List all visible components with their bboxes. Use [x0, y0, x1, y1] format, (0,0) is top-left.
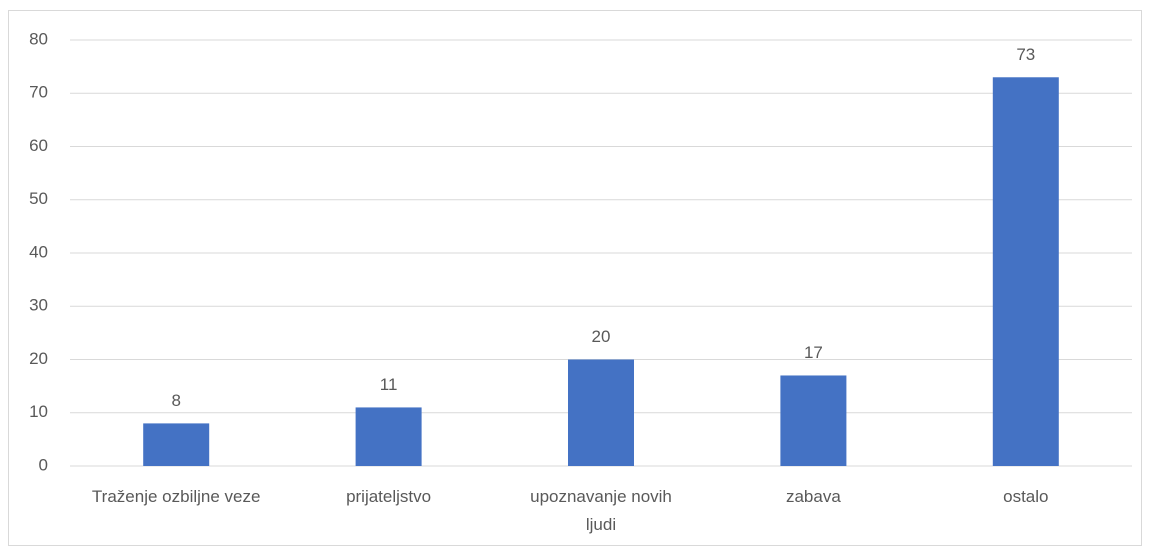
data-label: 17: [804, 343, 823, 362]
y-tick-label: 20: [29, 349, 48, 368]
bar: [355, 407, 422, 466]
y-tick-label: 10: [29, 402, 48, 421]
y-tick-label: 30: [29, 296, 48, 315]
data-label: 11: [380, 375, 398, 394]
data-label: 20: [592, 327, 611, 346]
bar: [992, 77, 1059, 467]
x-tick-label: Traženje ozbiljne veze: [91, 487, 261, 506]
bar: [780, 375, 847, 466]
y-tick-label: 60: [29, 136, 48, 155]
x-tick-label: prijateljstvo: [346, 487, 432, 506]
y-tick-label: 70: [29, 83, 48, 102]
bar: [143, 423, 210, 466]
data-label: 8: [171, 391, 180, 410]
chart-frame: [8, 10, 1142, 546]
y-tick-label: 0: [39, 455, 48, 474]
x-tick-label: upoznavanje novih ljudi: [530, 487, 672, 534]
data-label: 73: [1016, 45, 1035, 64]
x-tick-label: zabava: [785, 487, 841, 506]
bar: [568, 359, 634, 466]
y-tick-label: 50: [29, 189, 48, 208]
x-tick-label: ostalo: [1003, 487, 1049, 506]
y-tick-label: 80: [29, 29, 48, 48]
y-tick-label: 40: [29, 242, 48, 261]
